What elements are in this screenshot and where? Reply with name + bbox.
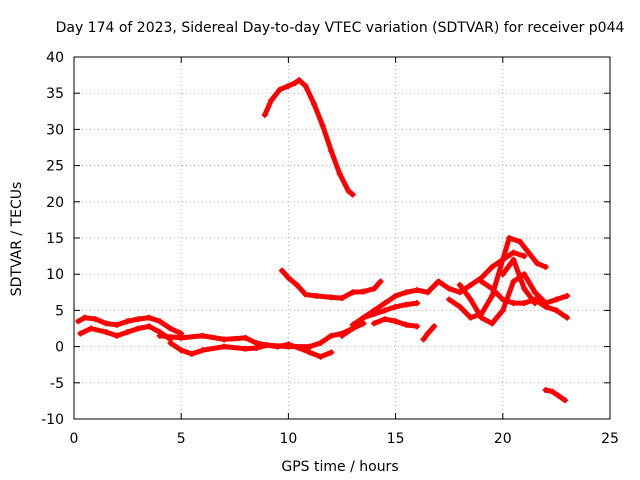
series-cluster-start-a (75, 314, 185, 337)
series-late-d (478, 278, 571, 321)
axis-ticks: 0 5 10 15 20 25 -10 -5 0 5 10 15 20 25 30 35 40 (41, 50, 619, 447)
x-tick-label: 25 (601, 431, 619, 447)
dense-marker-run (320, 123, 334, 154)
y-tick-label: 5 (55, 303, 64, 319)
grid (74, 57, 610, 419)
x-tick-label: 10 (279, 431, 297, 447)
y-tick-label: 10 (46, 267, 64, 283)
dense-marker-run (500, 235, 512, 263)
data-point (561, 397, 568, 404)
dense-marker-run (478, 264, 495, 281)
x-tick-label: 15 (387, 431, 405, 447)
data-point (414, 323, 421, 330)
series-late-c (456, 271, 571, 327)
x-tick-label: 0 (70, 431, 79, 447)
dense-marker-run (328, 148, 343, 177)
dense-marker-run (500, 257, 517, 277)
chart-title: Day 174 of 2023, Sidereal Day-to-day VTE… (56, 20, 625, 36)
dense-marker-run (521, 271, 538, 295)
y-tick-label: 15 (46, 231, 64, 247)
dense-marker-run (468, 297, 484, 321)
y-tick-label: 0 (55, 340, 64, 356)
dense-marker-run (500, 278, 517, 313)
dense-marker-run (264, 342, 291, 350)
y-axis-label: SDTVAR / TECUs (9, 182, 25, 297)
y-tick-label: 30 (46, 122, 64, 138)
dense-marker-run (511, 257, 527, 292)
y-tick-label: 25 (46, 159, 64, 175)
x-axis-label: GPS time / hours (281, 459, 398, 475)
x-tick-label: 5 (177, 431, 186, 447)
dense-marker-run (167, 326, 184, 337)
dense-marker-run (221, 344, 249, 352)
dense-marker-run (221, 335, 249, 342)
dense-marker-run (457, 282, 474, 303)
y-tick-label: -10 (41, 412, 64, 428)
dense-marker-run (311, 101, 326, 129)
data-point (564, 314, 571, 321)
series-end-negative (542, 387, 568, 404)
data-point (431, 323, 438, 330)
data-point (564, 292, 571, 299)
data-points (75, 77, 571, 404)
dense-marker-run (303, 83, 317, 107)
y-tick-label: 20 (46, 195, 64, 211)
data-point (531, 300, 538, 307)
series-arc-high (261, 77, 356, 198)
dense-marker-run (489, 286, 506, 303)
dense-marker-run (457, 304, 474, 321)
dense-marker-run (371, 278, 384, 292)
data-point (360, 320, 367, 327)
dense-marker-run (262, 97, 274, 118)
dense-marker-run (521, 286, 538, 306)
data-point (377, 278, 384, 285)
series-rise-c (371, 316, 421, 330)
dense-marker-run (157, 333, 184, 341)
series-late-e (499, 256, 538, 307)
dense-marker-run (425, 278, 441, 295)
dense-marker-run (425, 323, 437, 337)
dense-marker-run (337, 171, 351, 194)
x-tick-label: 20 (494, 431, 512, 447)
dense-marker-run (489, 307, 506, 326)
y-tick-label: 35 (46, 86, 64, 102)
series-rise-b (349, 300, 421, 328)
dense-marker-run (553, 307, 570, 321)
dense-marker-run (178, 333, 206, 341)
dense-marker-run (532, 289, 549, 306)
series-short-dip (420, 323, 438, 343)
dense-marker-run (478, 293, 495, 317)
dense-marker-run (200, 344, 227, 353)
data-point (542, 263, 549, 270)
dense-marker-run (200, 333, 227, 342)
data-point (414, 300, 421, 307)
y-tick-label: -5 (50, 376, 64, 392)
series-arc-mid (278, 267, 384, 302)
y-tick-label: 40 (46, 50, 64, 66)
data-point (328, 349, 335, 356)
data-point (521, 253, 528, 260)
data-point (349, 191, 356, 198)
